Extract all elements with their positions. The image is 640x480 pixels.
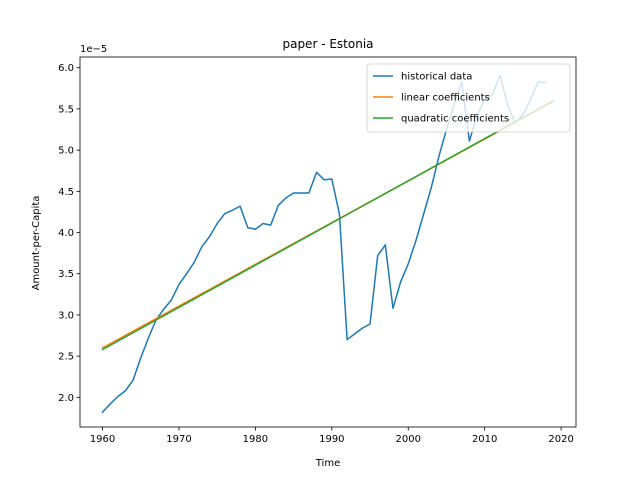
- y-tick-label: 4.0: [58, 228, 74, 239]
- y-tick-label: 2.0: [58, 393, 74, 404]
- x-tick-label: 1970: [166, 434, 191, 445]
- x-tick-label: 2020: [548, 434, 573, 445]
- y-offset-label: 1e−5: [80, 44, 107, 55]
- x-tick-label: 2010: [472, 434, 497, 445]
- y-tick-label: 3.5: [58, 269, 74, 280]
- chart-title: paper - Estonia: [282, 37, 373, 51]
- y-tick-label: 5.0: [58, 146, 74, 157]
- legend-entry-label: linear coefficients: [401, 93, 490, 104]
- x-axis-label: Time: [315, 458, 340, 469]
- axes-layer: 1960 1970 1980 1990 2000 2010 2020 2.0 2.5 3.0 3.5…: [58, 56, 577, 445]
- y-axis-label: Amount-per-Capita: [31, 196, 42, 291]
- series-layer: [101, 74, 555, 414]
- legend-entry-label: historical data: [401, 72, 472, 83]
- legend-frame: [366, 63, 571, 133]
- series-line-quadratic-coefficients: [101, 99, 555, 351]
- axes-frame: [79, 56, 577, 428]
- x-tick-label: 1960: [90, 434, 115, 445]
- y-tick-label: 2.5: [58, 352, 74, 363]
- x-tick-label: 2000: [396, 434, 421, 445]
- x-tick-label: 1990: [319, 434, 344, 445]
- x-tick-label: 1980: [243, 434, 268, 445]
- y-tick-label: 6.0: [58, 63, 74, 74]
- y-tick-label: 5.5: [58, 104, 74, 115]
- y-tick-label: 3.0: [58, 310, 74, 321]
- legend-entry-label: quadratic coefficients: [401, 114, 509, 125]
- legend: historical data linear coefficients quadra…: [366, 63, 571, 133]
- y-tick-label: 4.5: [58, 187, 74, 198]
- series-line-historical-data: [101, 74, 547, 414]
